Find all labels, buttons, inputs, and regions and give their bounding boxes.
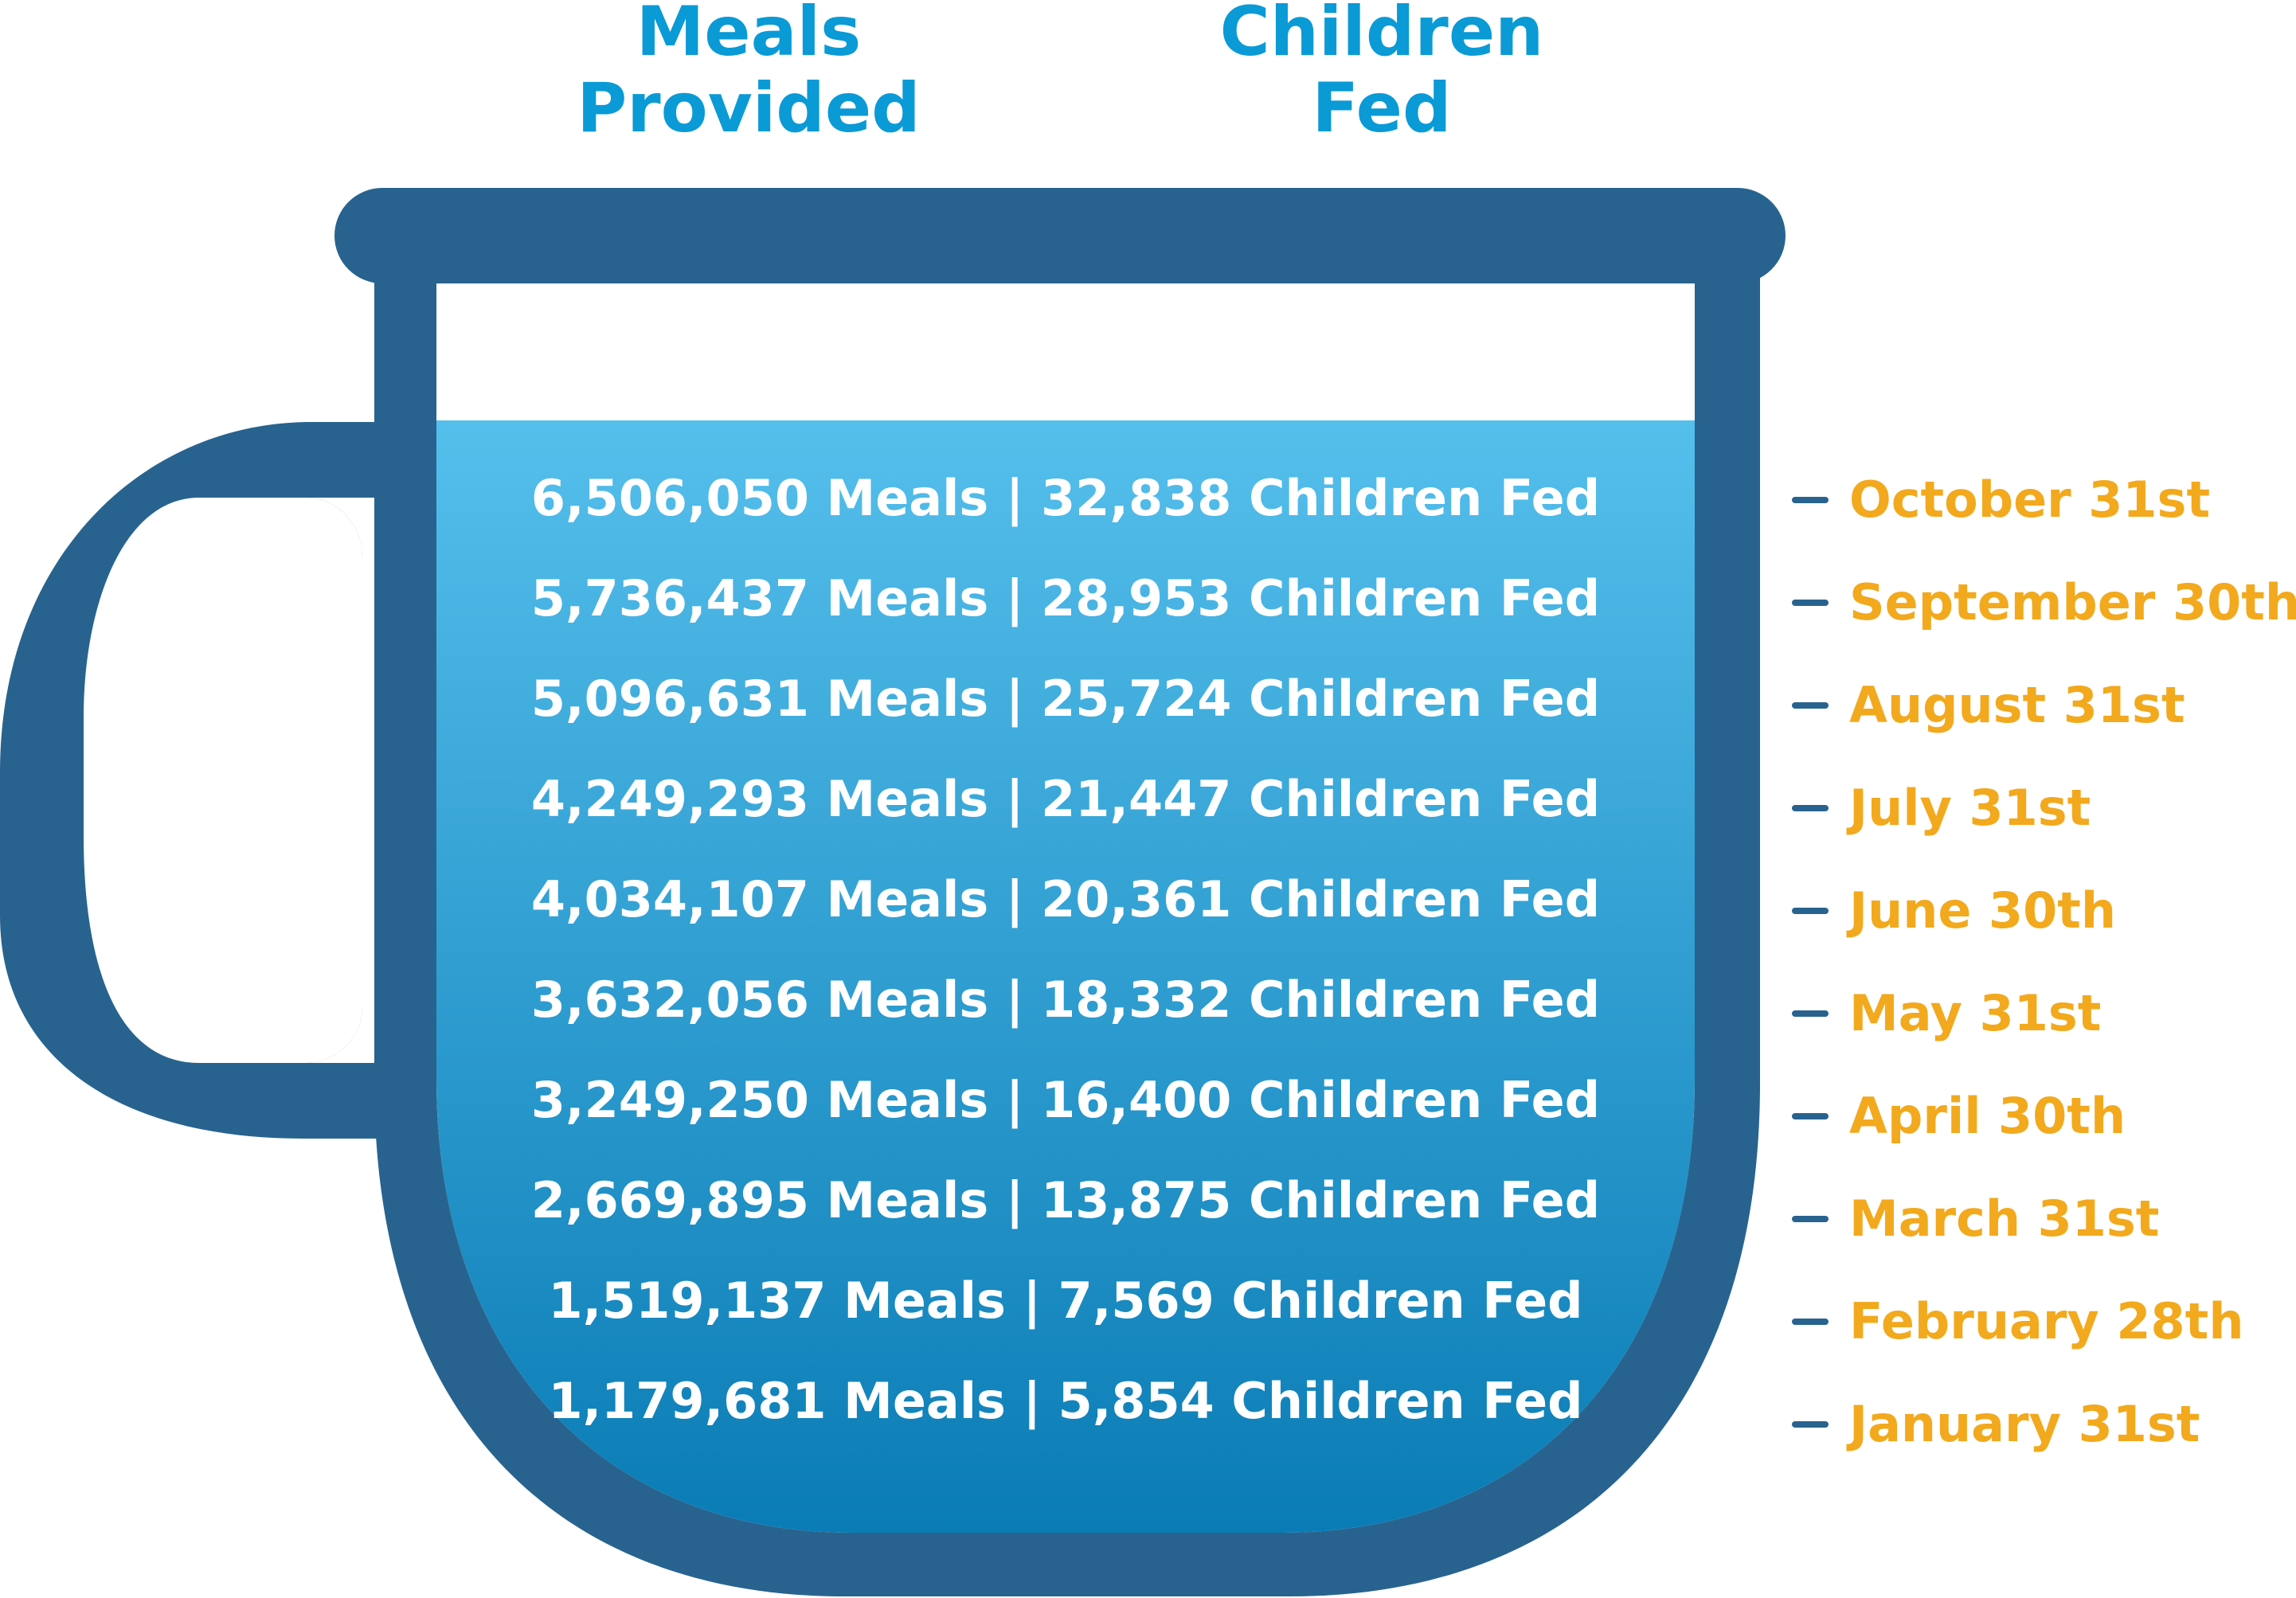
date-label: April 30th [1849, 1087, 2126, 1145]
mug-rim [334, 188, 1786, 283]
mug-liquid [436, 420, 1695, 1533]
totals-row: 5,736,437 Meals | 28,953 Children Fed [530, 569, 1601, 627]
date-label: June 30th [1849, 881, 2117, 940]
date-label: July 31st [1849, 779, 2091, 837]
tick-mark [1792, 702, 1829, 709]
date-label: March 31st [1849, 1190, 2160, 1248]
date-label: October 31st [1849, 471, 2211, 529]
tick-mark [1792, 1319, 1829, 1325]
children-header-line1: Children [1219, 0, 1544, 72]
totals-row: 2,669,895 Meals | 13,875 Children Fed [530, 1171, 1601, 1229]
date-label: May 31st [1849, 984, 2102, 1042]
date-label: February 28th [1849, 1292, 2244, 1350]
tick-mark [1792, 1113, 1829, 1119]
tick-mark [1792, 908, 1829, 914]
date-label: January 31st [1849, 1395, 2200, 1453]
tick-mark [1792, 497, 1829, 503]
totals-row: 3,249,250 Meals | 16,400 Children Fed [530, 1071, 1601, 1129]
meals-header-line2: Provided [577, 68, 921, 148]
children-header-line2: Fed [1312, 68, 1452, 148]
tick-mark [1792, 600, 1829, 606]
tick-mark [1792, 805, 1829, 811]
children-fed-header: Children Fed [1103, 0, 1660, 147]
tick-mark [1792, 1216, 1829, 1222]
totals-row: 4,249,293 Meals | 21,447 Children Fed [530, 770, 1601, 828]
meals-header-line1: Meals [636, 0, 862, 72]
mug-handle-inner [84, 498, 362, 1063]
totals-row: 5,096,631 Meals | 25,724 Children Fed [530, 670, 1601, 728]
totals-row: 1,519,137 Meals | 7,569 Children Fed [548, 1272, 1583, 1330]
tick-mark [1792, 1421, 1829, 1428]
totals-row: 3,632,056 Meals | 18,332 Children Fed [530, 971, 1601, 1029]
date-label: September 30th [1849, 573, 2296, 631]
meals-provided-header: Meals Provided [470, 0, 1027, 147]
tick-mark [1792, 1010, 1829, 1017]
totals-row: 4,034,107 Meals | 20,361 Children Fed [530, 870, 1601, 928]
totals-row: 1,179,681 Meals | 5,854 Children Fed [548, 1372, 1583, 1430]
totals-row: 6,506,050 Meals | 32,838 Children Fed [530, 469, 1601, 527]
date-label: August 31st [1849, 676, 2185, 734]
